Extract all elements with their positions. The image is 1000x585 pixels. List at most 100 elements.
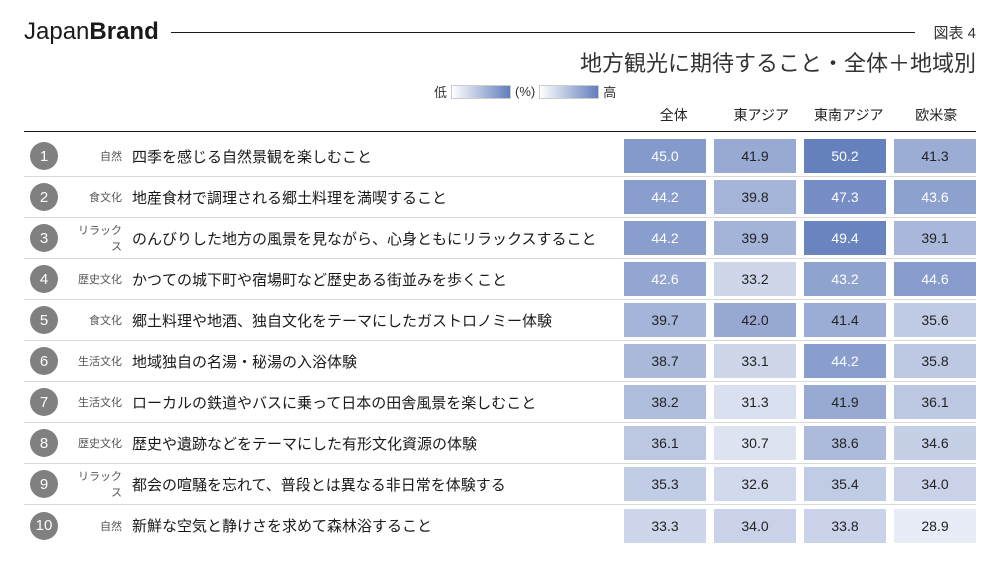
- category-label: 食文化: [72, 189, 132, 205]
- heatmap-cell: 36.1: [624, 426, 706, 460]
- col-header-eastasia: 東アジア: [722, 105, 802, 125]
- value-cells: 39.742.041.435.6: [624, 303, 976, 337]
- row-label: 都会の喧騒を忘れて、普段とは異なる非日常を体験する: [132, 474, 624, 495]
- rank-badge: 4: [30, 265, 58, 293]
- rank-badge: 1: [30, 142, 58, 170]
- heatmap-cell: 38.6: [804, 426, 886, 460]
- row-label: 新鮮な空気と静けさを求めて森林浴すること: [132, 515, 624, 536]
- table-row: 3 リラックスのんびりした地方の風景を見ながら、心身ともにリラックスすること44.…: [24, 218, 976, 259]
- heatmap-cell: 31.3: [714, 385, 796, 419]
- heatmap-cell: 45.0: [624, 139, 706, 173]
- heatmap-cell: 43.2: [804, 262, 886, 296]
- header: JapanBrand 図表 4: [24, 18, 976, 46]
- heatmap-cell: 33.3: [624, 509, 706, 543]
- table-row: 7 生活文化ローカルの鉄道やバスに乗って日本の田舎風景を楽しむこと38.231.3…: [24, 382, 976, 423]
- table-row: 2 食文化地産食材で調理される郷土料理を満喫すること44.239.847.343.…: [24, 177, 976, 218]
- rank-badge: 7: [30, 388, 58, 416]
- heatmap-cell: 39.1: [894, 221, 976, 255]
- row-label: 歴史や遺跡などをテーマにした有形文化資源の体験: [132, 433, 624, 454]
- column-headers: 全体 東アジア 東南アジア 欧米豪: [634, 105, 976, 131]
- chart-number: 図表 4: [927, 22, 976, 43]
- rank-badge: 9: [30, 470, 58, 498]
- heatmap-cell: 30.7: [714, 426, 796, 460]
- heatmap-cell: 39.7: [624, 303, 706, 337]
- value-cells: 38.733.144.235.8: [624, 344, 976, 378]
- rank-badge: 8: [30, 429, 58, 457]
- heatmap-cell: 44.2: [804, 344, 886, 378]
- heatmap-cell: 34.0: [714, 509, 796, 543]
- value-cells: 35.332.635.434.0: [624, 467, 976, 501]
- category-label: リラックス: [72, 468, 132, 500]
- heatmap-cell: 28.9: [894, 509, 976, 543]
- table-row: 1 自然四季を感じる自然景観を楽しむこと45.041.950.241.3: [24, 136, 976, 177]
- heatmap-cell: 42.6: [624, 262, 706, 296]
- value-cells: 45.041.950.241.3: [624, 139, 976, 173]
- value-cells: 33.334.033.828.9: [624, 509, 976, 543]
- row-label: 地域独自の名湯・秘湯の入浴体験: [132, 351, 624, 372]
- row-label: かつての城下町や宿場町など歴史ある街並みを歩くこと: [132, 269, 624, 290]
- row-label: 郷土料理や地酒、独自文化をテーマにしたガストロノミー体験: [132, 310, 624, 331]
- table-row: 10 自然新鮮な空気と静けさを求めて森林浴すること33.334.033.828.9: [24, 505, 976, 546]
- legend-gradient: [539, 85, 599, 99]
- heatmap-cell: 38.2: [624, 385, 706, 419]
- legend-unit: (%): [515, 84, 535, 99]
- category-label: 自然: [72, 518, 132, 534]
- category-label: 生活文化: [72, 394, 132, 410]
- rank-badge: 2: [30, 183, 58, 211]
- value-cells: 36.130.738.634.6: [624, 426, 976, 460]
- row-label: のんびりした地方の風景を見ながら、心身ともにリラックスすること: [132, 228, 624, 249]
- legend-low-label: 低: [434, 82, 447, 101]
- heatmap-cell: 41.9: [714, 139, 796, 173]
- table-row: 4 歴史文化かつての城下町や宿場町など歴史ある街並みを歩くこと42.633.243…: [24, 259, 976, 300]
- heatmap-cell: 35.6: [894, 303, 976, 337]
- category-label: 生活文化: [72, 353, 132, 369]
- table-row: 9 リラックス都会の喧騒を忘れて、普段とは異なる非日常を体験する35.332.63…: [24, 464, 976, 505]
- heatmap-cell: 36.1: [894, 385, 976, 419]
- heatmap-cell: 32.6: [714, 467, 796, 501]
- row-label: ローカルの鉄道やバスに乗って日本の田舎風景を楽しむこと: [132, 392, 624, 413]
- heatmap-cell: 43.6: [894, 180, 976, 214]
- heatmap-cell: 33.8: [804, 509, 886, 543]
- logo-part1: Japan: [24, 18, 89, 45]
- heatmap-cell: 38.7: [624, 344, 706, 378]
- heatmap-cell: 33.1: [714, 344, 796, 378]
- heatmap-cell: 47.3: [804, 180, 886, 214]
- rank-badge: 6: [30, 347, 58, 375]
- rank-badge: 5: [30, 306, 58, 334]
- col-header-overall: 全体: [634, 105, 714, 125]
- value-cells: 42.633.243.244.6: [624, 262, 976, 296]
- category-label: 自然: [72, 148, 132, 164]
- heatmap-cell: 44.2: [624, 221, 706, 255]
- heatmap-cell: 44.6: [894, 262, 976, 296]
- category-label: 歴史文化: [72, 271, 132, 287]
- category-label: リラックス: [72, 222, 132, 254]
- row-label: 四季を感じる自然景観を楽しむこと: [132, 146, 624, 167]
- table-row: 5食文化郷土料理や地酒、独自文化をテーマにしたガストロノミー体験39.742.0…: [24, 300, 976, 341]
- col-header-seasia: 東南アジア: [809, 105, 889, 125]
- heatmap-cell: 41.3: [894, 139, 976, 173]
- heatmap-cell: 35.4: [804, 467, 886, 501]
- table-row: 6 生活文化地域独自の名湯・秘湯の入浴体験38.733.144.235.8: [24, 341, 976, 382]
- legend: 低 (%) 高: [24, 82, 976, 101]
- heatmap-cell: 42.0: [714, 303, 796, 337]
- heatmap-cell: 49.4: [804, 221, 886, 255]
- header-rule: [171, 32, 916, 33]
- value-cells: 44.239.847.343.6: [624, 180, 976, 214]
- value-cells: 38.231.341.936.1: [624, 385, 976, 419]
- heatmap-cell: 50.2: [804, 139, 886, 173]
- page-title: 地方観光に期待すること・全体＋地域別: [24, 46, 976, 78]
- col-header-west: 欧米豪: [897, 105, 977, 125]
- category-label: 歴史文化: [72, 435, 132, 451]
- logo-part2: Brand: [89, 18, 158, 45]
- table-body: 1自然四季を感じる自然景観を楽しむこと45.041.950.241.32食文化地…: [24, 136, 976, 546]
- rank-badge: 10: [30, 512, 58, 540]
- table-row: 8 歴史文化歴史や遺跡などをテーマにした有形文化資源の体験36.130.738.6…: [24, 423, 976, 464]
- heatmap-cell: 39.8: [714, 180, 796, 214]
- table-top-rule: [24, 131, 976, 132]
- heatmap-cell: 39.9: [714, 221, 796, 255]
- row-label: 地産食材で調理される郷土料理を満喫すること: [132, 187, 624, 208]
- legend-gradient: [451, 85, 511, 99]
- rank-badge: 3: [30, 224, 58, 252]
- heatmap-cell: 44.2: [624, 180, 706, 214]
- heatmap-cell: 33.2: [714, 262, 796, 296]
